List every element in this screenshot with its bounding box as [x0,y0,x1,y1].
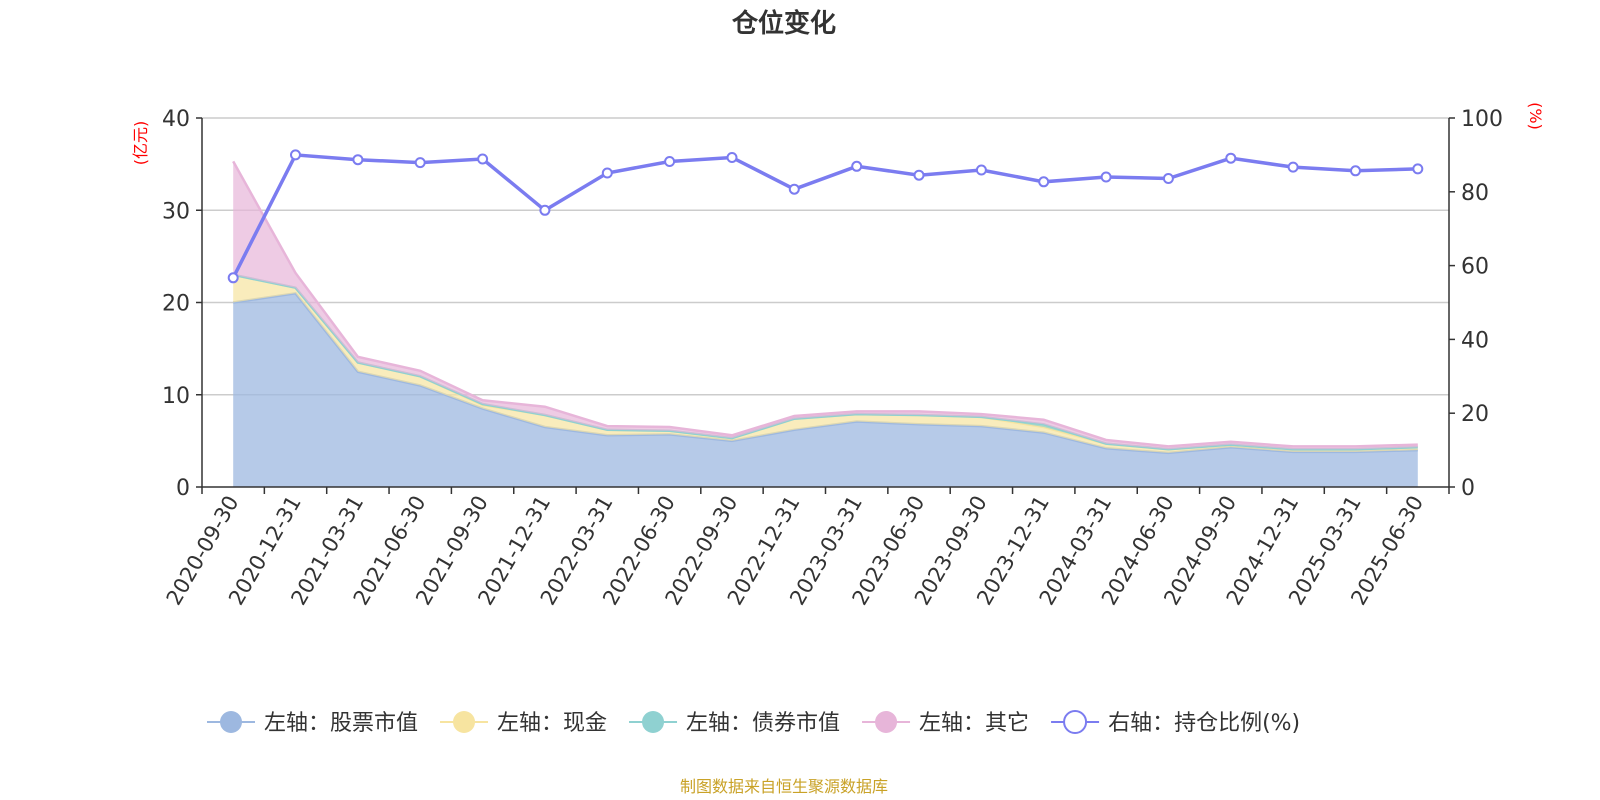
legend-label: 右轴：持仓比例(%) [1108,711,1300,736]
ratio-point [1225,152,1237,164]
ratio-point [664,156,676,167]
legend-circle-icon [875,711,898,733]
legend: 左轴：股票市值 左轴：现金 左轴：债券市值 左轴：其它 右轴：持仓比例(%) [207,710,1300,736]
ratio-point [539,204,551,216]
ratio-point [975,164,987,176]
ratio-point [726,152,738,163]
legend-label: 左轴：债券市值 [686,711,840,736]
right-tick-label: 20 [1461,402,1489,427]
ratio-point [1100,171,1112,183]
legend-circle-icon [453,711,476,733]
legend-label: 左轴：现金 [497,711,607,736]
ratio-point [601,167,613,179]
ratio-line [227,149,1424,284]
right-axis-unit: (%) [1526,102,1545,130]
ratio-point [352,154,364,166]
chart-title: 仓位变化 [731,8,836,39]
ratio-point [1162,173,1174,184]
grid-lines [202,117,1449,396]
right-tick-label: 0 [1461,476,1475,501]
left-tick-label: 0 [176,476,190,501]
right-tick-label: 40 [1461,328,1489,353]
legend-circle-icon [1063,710,1088,734]
right-tick-label: 60 [1461,255,1489,280]
legend-circle-icon [642,711,665,733]
right-tick-label: 80 [1461,181,1489,206]
area-series-4-edge [232,160,1418,448]
legend-item[interactable]: 左轴：现金 [440,711,607,736]
left-tick-label: 10 [162,384,190,409]
legend-label: 左轴：股票市值 [264,711,418,736]
ratio-point [913,169,925,181]
ratio-point [1412,163,1424,175]
legend-item[interactable]: 左轴：债券市值 [629,711,840,736]
legend-label: 左轴：其它 [919,711,1029,736]
legend-item[interactable]: 右轴：持仓比例(%) [1051,710,1300,736]
ratio-point [290,149,301,161]
ratio-point [1287,161,1299,173]
right-tick-label: 100 [1461,107,1503,132]
legend-circle-icon [220,711,242,733]
ratio-point [227,272,239,284]
left-tick-label: 30 [162,199,190,224]
ratio-point [851,160,863,172]
source-note: 制图数据来自恒生聚源数据库 [680,777,888,796]
ratio-point [1350,165,1361,177]
legend-item[interactable]: 左轴：其它 [862,711,1029,736]
left-tick-label: 20 [162,292,190,317]
ratio-point [788,183,800,195]
left-axis-unit: (亿元) [131,121,150,166]
ratio-line-path [231,153,1418,279]
stacked-areas [232,160,1418,487]
left-tick-label: 40 [162,107,190,132]
ratio-point [414,157,426,169]
area-series-1 [233,293,1418,487]
legend-item[interactable]: 左轴：股票市值 [207,711,418,736]
ratio-point [1038,176,1050,188]
ratio-point [477,153,489,165]
